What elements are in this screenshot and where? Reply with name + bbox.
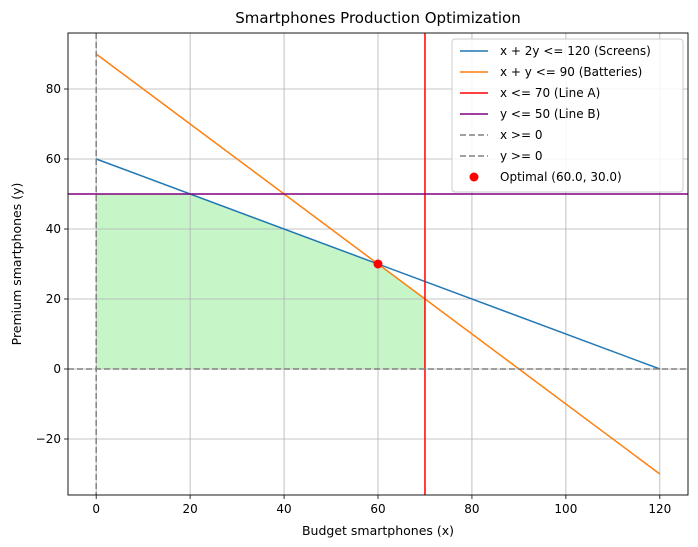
x-axis-label: Budget smartphones (x) — [302, 523, 454, 538]
y-tick-label: 0 — [53, 362, 61, 376]
legend-label: x <= 70 (Line A) — [500, 86, 600, 100]
x-tick-label: 40 — [276, 502, 291, 516]
y-tick-label: 40 — [46, 222, 61, 236]
y-tick-label: 20 — [46, 292, 61, 306]
feasible-region — [96, 194, 425, 369]
x-tick-label: 60 — [370, 502, 385, 516]
x-tick-label: 100 — [554, 502, 577, 516]
y-axis-label: Premium smartphones (y) — [9, 183, 24, 346]
x-tick-label: 80 — [464, 502, 479, 516]
legend-label: y >= 0 — [500, 149, 542, 163]
y-tick-label: 80 — [46, 82, 61, 96]
legend-label: Optimal (60.0, 30.0) — [500, 170, 622, 184]
legend-label: x >= 0 — [500, 128, 542, 142]
y-tick-label: 60 — [46, 152, 61, 166]
chart-title: Smartphones Production Optimization — [235, 9, 520, 27]
x-tick-label: 0 — [92, 502, 100, 516]
legend-label: y <= 50 (Line B) — [500, 107, 600, 121]
plot-area: 0 20 40 60 80 100 120 −20 0 20 40 60 80 x + 2y <= 120… — [36, 32, 689, 516]
optimal-point — [373, 259, 383, 269]
y-tick-label: −20 — [36, 432, 61, 446]
legend-label: x + 2y <= 120 (Screens) — [500, 44, 651, 58]
legend-marker — [469, 172, 479, 182]
legend-label: x + y <= 90 (Batteries) — [500, 65, 642, 79]
x-tick-label: 120 — [648, 502, 671, 516]
x-tick-label: 20 — [182, 502, 197, 516]
legend-box — [451, 38, 684, 193]
